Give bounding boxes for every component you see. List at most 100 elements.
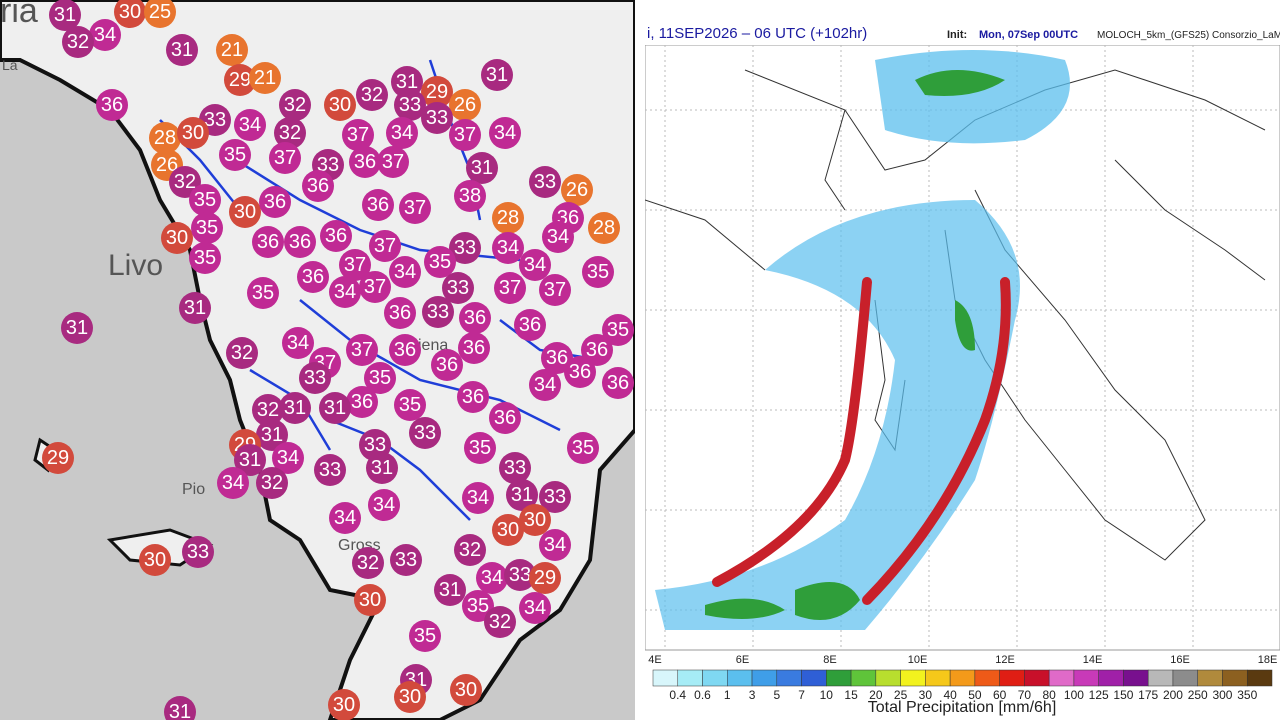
marker-dot — [96, 89, 128, 121]
temperature-marker: 31 — [234, 444, 266, 476]
marker-dot — [542, 221, 574, 253]
longitude-label: 6E — [736, 654, 749, 666]
colorbar-swatch — [652, 669, 679, 687]
temperature-marker: 37 — [342, 119, 374, 151]
marker-dot — [269, 142, 301, 174]
temperature-marker: 36 — [96, 89, 128, 121]
marker-dot — [252, 226, 284, 258]
temperature-marker: 36 — [384, 297, 416, 329]
temperature-marker: 36 — [457, 381, 489, 413]
marker-value: 35 — [587, 261, 609, 283]
marker-value: 25 — [149, 1, 171, 23]
temperature-marker: 31 — [366, 452, 398, 484]
longitude-label: 4E — [648, 654, 661, 666]
marker-dot — [189, 242, 221, 274]
marker-dot — [369, 230, 401, 262]
marker-dot — [581, 334, 613, 366]
marker-dot — [177, 117, 209, 149]
marker-value: 31 — [169, 701, 191, 720]
temperature-marker: 34 — [329, 502, 361, 534]
colorbar-label: 5 — [773, 688, 780, 702]
marker-dot — [394, 681, 426, 713]
marker-dot — [377, 146, 409, 178]
colorbar-label: 40 — [943, 688, 957, 702]
marker-value: 37 — [344, 254, 366, 276]
temperature-marker: 34 — [492, 232, 524, 264]
marker-dot — [346, 334, 378, 366]
temperature-marker: 36 — [581, 334, 613, 366]
colorbar-swatch — [949, 669, 976, 687]
marker-dot — [299, 362, 331, 394]
temperature-marker: 31 — [319, 392, 351, 424]
colorbar-label: 80 — [1042, 688, 1056, 702]
marker-value: 29 — [534, 567, 556, 589]
marker-dot — [314, 454, 346, 486]
marker-value: 31 — [396, 71, 418, 93]
marker-value: 37 — [274, 147, 296, 169]
marker-value: 33 — [414, 422, 436, 444]
marker-dot — [442, 272, 474, 304]
marker-value: 36 — [354, 151, 376, 173]
marker-dot — [564, 356, 596, 388]
colorbar-label: 0.6 — [694, 688, 711, 702]
marker-value: 34 — [239, 114, 261, 136]
marker-dot — [164, 696, 196, 720]
temperature-marker: 34 — [519, 592, 551, 624]
temperature-marker: 32 — [279, 89, 311, 121]
marker-dot — [421, 102, 453, 134]
temperature-marker: 30 — [354, 584, 386, 616]
temperature-marker: 34 — [217, 467, 249, 499]
place-label: La — [2, 57, 18, 73]
temperature-marker: 30 — [394, 681, 426, 713]
temperature-marker: 26 — [449, 89, 481, 121]
marker-dot — [431, 349, 463, 381]
marker-dot — [494, 272, 526, 304]
colorbar-label: 300 — [1212, 688, 1232, 702]
marker-dot — [394, 389, 426, 421]
marker-value: 32 — [489, 611, 511, 633]
marker-value: 34 — [524, 254, 546, 276]
marker-value: 38 — [459, 185, 481, 207]
marker-value: 36 — [436, 354, 458, 376]
marker-value: 37 — [351, 339, 373, 361]
temperature-marker: 36 — [284, 226, 316, 258]
marker-dot — [274, 117, 306, 149]
marker-dot — [462, 590, 494, 622]
colorbar-swatch — [1073, 669, 1099, 687]
temperature-marker: 30 — [177, 117, 209, 149]
temperature-marker: 32 — [62, 26, 94, 58]
temperature-marker: 33 — [442, 272, 474, 304]
temperature-marker: 35 — [247, 277, 279, 309]
marker-dot — [399, 192, 431, 224]
colorbar-swatch — [677, 669, 703, 687]
longitude-label: 12E — [995, 654, 1015, 666]
marker-dot — [224, 64, 256, 96]
temperature-marker: 34 — [389, 256, 421, 288]
temperature-marker: 35 — [602, 314, 634, 346]
marker-value: 32 — [67, 31, 89, 53]
temperature-marker: 33 — [449, 232, 481, 264]
colorbar-label: 10 — [820, 688, 834, 702]
marker-value: 28 — [593, 217, 615, 239]
marker-value: 33 — [427, 301, 449, 323]
temperature-marker: 35 — [567, 432, 599, 464]
temperature-marker: 31 — [466, 152, 498, 184]
marker-value: 33 — [399, 94, 421, 116]
temperature-marker: 35 — [462, 590, 494, 622]
marker-value: 31 — [66, 317, 88, 339]
colorbar-swatch — [751, 669, 778, 687]
marker-dot — [329, 502, 361, 534]
temperature-marker: 33 — [539, 481, 571, 513]
marker-value: 32 — [361, 84, 383, 106]
marker-dot — [364, 362, 396, 394]
temperature-marker: 34 — [89, 19, 121, 51]
marker-value: 30 — [399, 686, 421, 708]
marker-value: 35 — [224, 144, 246, 166]
marker-value: 34 — [222, 472, 244, 494]
marker-value: 36 — [519, 314, 541, 336]
temperature-marker: 36 — [302, 170, 334, 202]
marker-value: 33 — [204, 109, 226, 131]
temperature-marker: 35 — [189, 242, 221, 274]
